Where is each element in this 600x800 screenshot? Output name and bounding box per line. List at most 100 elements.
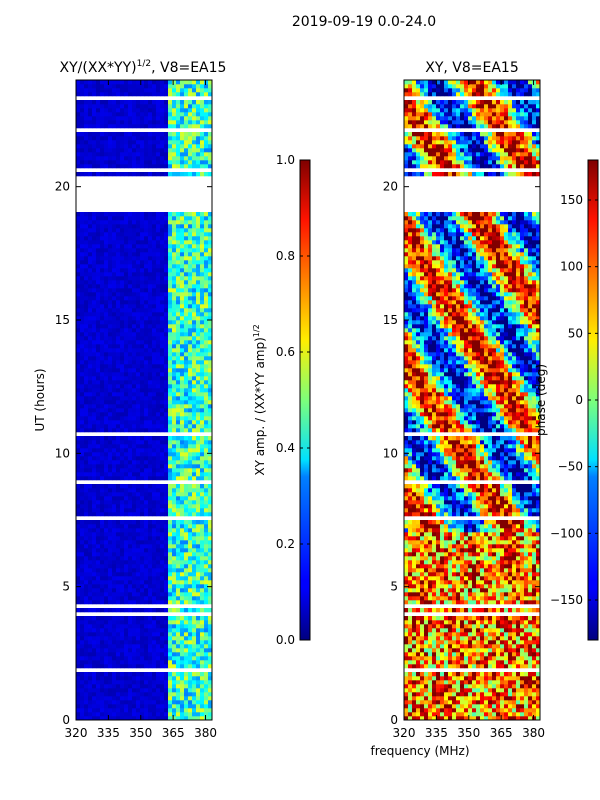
heatmap-cell (184, 708, 189, 713)
heatmap-cell (164, 104, 169, 109)
heatmap-cell (84, 568, 89, 573)
heatmap-cell (208, 84, 212, 89)
heatmap-cell (80, 436, 85, 441)
heatmap-cell (188, 568, 193, 573)
heatmap-cell (204, 584, 209, 589)
heatmap-cell (108, 524, 113, 529)
heatmap-cell (100, 392, 105, 397)
heatmap-cell (152, 272, 157, 277)
heatmap-cell (164, 148, 169, 153)
heatmap-cell (204, 716, 209, 720)
heatmap-cell (104, 288, 109, 293)
heatmap-cell (164, 372, 169, 377)
heatmap-cell (76, 588, 81, 593)
heatmap-cell (80, 300, 85, 305)
heatmap-cell (92, 224, 97, 229)
heatmap-cell (108, 216, 113, 221)
heatmap-cell (140, 656, 145, 661)
heatmap-cell (80, 400, 85, 405)
heatmap-cell (80, 356, 85, 361)
heatmap-cell (172, 472, 177, 477)
heatmap-cell (180, 664, 185, 669)
heatmap-cell (156, 628, 161, 633)
heatmap-cell (76, 224, 81, 229)
heatmap-cell (504, 708, 509, 713)
heatmap-cell (188, 648, 193, 653)
heatmap-cell (148, 492, 153, 497)
heatmap-cell (104, 240, 109, 245)
heatmap-cell (136, 428, 141, 433)
heatmap-cell (108, 452, 113, 457)
heatmap-cell (132, 448, 137, 453)
heatmap-cell (148, 636, 153, 641)
heatmap-cell (76, 120, 81, 125)
heatmap-cell (452, 708, 457, 713)
heatmap-cell (196, 152, 201, 157)
heatmap-cell (128, 388, 133, 393)
heatmap-cell (176, 680, 181, 685)
heatmap-cell (200, 528, 205, 533)
heatmap-cell (144, 488, 149, 493)
heatmap-cell (192, 256, 197, 261)
heatmap-cell (120, 560, 125, 565)
heatmap-cell (448, 704, 453, 709)
heatmap-cell (144, 620, 149, 625)
heatmap-cell (120, 712, 125, 717)
heatmap-cell (160, 484, 165, 489)
heatmap-cell (96, 172, 101, 177)
heatmap-cell (100, 472, 105, 477)
heatmap-cell (168, 132, 173, 137)
heatmap-cell (116, 632, 121, 637)
heatmap-cell (204, 256, 209, 261)
heatmap-cell (208, 568, 212, 573)
heatmap-cell (208, 504, 212, 509)
heatmap-cell (200, 592, 205, 597)
heatmap-cell (84, 620, 89, 625)
heatmap-cell (156, 544, 161, 549)
heatmap-cell (128, 664, 133, 669)
heatmap-cell (136, 216, 141, 221)
heatmap-cell (140, 220, 145, 225)
heatmap-cell (84, 576, 89, 581)
heatmap-cell (192, 260, 197, 265)
heatmap-cell (168, 172, 173, 177)
heatmap-cell (136, 692, 141, 697)
heatmap-cell (100, 328, 105, 333)
heatmap-cell (156, 92, 161, 97)
heatmap-cell (132, 664, 137, 669)
heatmap-cell (176, 172, 181, 177)
heatmap-cell (112, 268, 117, 273)
heatmap-cell (92, 396, 97, 401)
heatmap-cell (164, 556, 169, 561)
heatmap-cell (160, 664, 165, 669)
heatmap-cell (148, 560, 153, 565)
heatmap-cell (136, 404, 141, 409)
heatmap-cell (120, 684, 125, 689)
heatmap-cell (160, 104, 165, 109)
heatmap-cell (80, 172, 85, 177)
heatmap-cell (208, 140, 212, 145)
heatmap-cell (76, 296, 81, 301)
heatmap-cell (180, 464, 185, 469)
heatmap-cell (200, 484, 205, 489)
heatmap-cell (200, 336, 205, 341)
heatmap-cell (188, 320, 193, 325)
heatmap-cell (80, 92, 85, 97)
heatmap-cell (112, 324, 117, 329)
heatmap-cell (112, 644, 117, 649)
heatmap-cell (92, 648, 97, 653)
heatmap-cell (172, 412, 177, 417)
heatmap-cell (200, 88, 205, 93)
heatmap-cell (104, 488, 109, 493)
heatmap-cell (96, 484, 101, 489)
heatmap-cell (88, 588, 93, 593)
heatmap-cell (132, 700, 137, 705)
heatmap-cell (84, 444, 89, 449)
heatmap-cell (172, 280, 177, 285)
heatmap-cell (108, 592, 113, 597)
heatmap-cell (112, 520, 117, 525)
heatmap-cell (152, 368, 157, 373)
heatmap-cell (96, 268, 101, 273)
heatmap-cell (120, 132, 125, 137)
heatmap-cell (112, 448, 117, 453)
